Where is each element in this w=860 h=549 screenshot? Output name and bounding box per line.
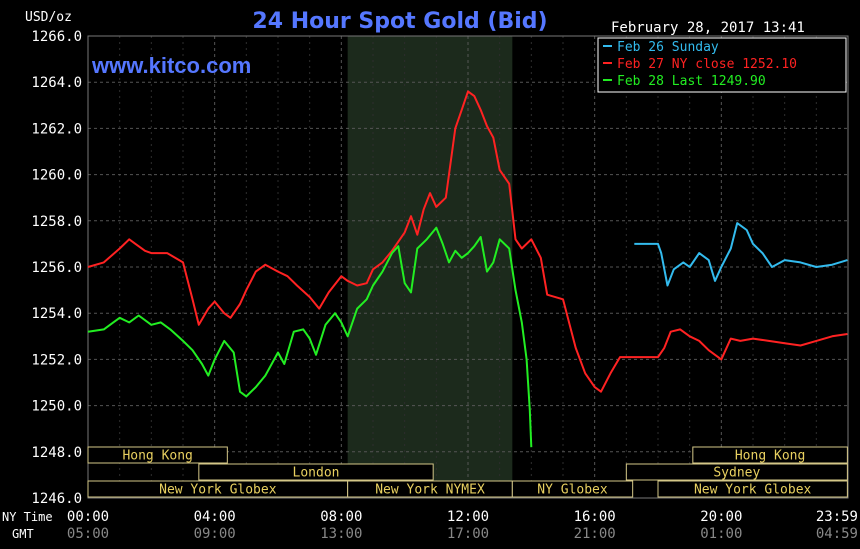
series-line bbox=[87, 90, 848, 393]
y-tick-label: 1246.0 bbox=[31, 491, 82, 507]
x-tick-label-ny: 00:00 bbox=[67, 509, 109, 525]
x-tick-label-ny: 16:00 bbox=[574, 509, 616, 525]
site-watermark: www.kitco.com bbox=[91, 53, 251, 78]
x-tick-label-ny: 12:00 bbox=[447, 509, 489, 525]
y-axis-label: USD/oz bbox=[25, 10, 72, 25]
session-label: London bbox=[293, 466, 340, 481]
x-tick-label-ny: 20:00 bbox=[700, 509, 742, 525]
y-tick-label: 1264.0 bbox=[31, 75, 82, 91]
session-label: Hong Kong bbox=[122, 449, 192, 464]
x-tick-label-gmt: 05:00 bbox=[67, 526, 109, 542]
session-label: Hong Kong bbox=[735, 449, 805, 464]
session-label: Sydney bbox=[713, 466, 760, 481]
legend-entry: Feb 26 Sunday bbox=[617, 40, 719, 55]
gmt-row-label: GMT bbox=[12, 527, 34, 541]
session-bar bbox=[625, 463, 848, 481]
y-tick-label: 1258.0 bbox=[31, 214, 82, 230]
timestamp: February 28, 2017 13:41 bbox=[611, 20, 805, 36]
price-series bbox=[87, 90, 848, 448]
chart-title: 24 Hour Spot Gold (Bid) bbox=[252, 9, 547, 34]
market-sessions: Hong Kong Hong Kong London Sydney New York G… bbox=[87, 446, 848, 498]
x-tick-label-gmt: 21:00 bbox=[574, 526, 616, 542]
x-tick-label-gmt: 04:59 bbox=[816, 526, 858, 542]
y-tick-label: 1250.0 bbox=[31, 399, 82, 415]
y-axis-ticks: 1266.0 1264.0 1262.0 1260.0 1258.0 1256.0 1254… bbox=[31, 29, 82, 507]
session-bar bbox=[87, 446, 228, 464]
y-tick-label: 1260.0 bbox=[31, 168, 82, 184]
legend-box bbox=[597, 37, 847, 93]
session-bar bbox=[657, 480, 848, 498]
x-tick-label-gmt: 13:00 bbox=[320, 526, 362, 542]
y-tick-label: 1262.0 bbox=[31, 121, 82, 137]
y-tick-label: 1266.0 bbox=[31, 29, 82, 45]
legend: Feb 26 Sunday Feb 27 NY close 1252.10 Feb … bbox=[597, 37, 847, 93]
session-label: New York Globex bbox=[159, 483, 277, 498]
session-label: New York Globex bbox=[694, 483, 812, 498]
x-tick-label-ny: 08:00 bbox=[320, 509, 362, 525]
y-tick-label: 1254.0 bbox=[31, 306, 82, 322]
legend-entry: Feb 27 NY close 1252.10 bbox=[617, 57, 797, 72]
x-tick-label-gmt: 17:00 bbox=[447, 526, 489, 542]
x-tick-label-gmt: 09:00 bbox=[194, 526, 236, 542]
session-label: NY Globex bbox=[537, 483, 608, 498]
y-tick-label: 1248.0 bbox=[31, 445, 82, 461]
x-tick-label-ny: 04:00 bbox=[194, 509, 236, 525]
x-tick-label-ny: 23:59 bbox=[816, 509, 858, 525]
series-line bbox=[634, 222, 848, 287]
x-tick-label-gmt: 01:00 bbox=[700, 526, 742, 542]
ny-time-row-label: NY Time bbox=[2, 510, 53, 524]
y-tick-label: 1256.0 bbox=[31, 260, 82, 276]
session-bar bbox=[198, 463, 434, 481]
session-bar bbox=[511, 480, 634, 498]
y-tick-label: 1252.0 bbox=[31, 352, 82, 368]
legend-entry: Feb 28 Last 1249.90 bbox=[617, 74, 766, 89]
series-line bbox=[87, 226, 533, 448]
session-bar bbox=[692, 446, 848, 464]
session-label: New York NYMEX bbox=[375, 483, 485, 498]
